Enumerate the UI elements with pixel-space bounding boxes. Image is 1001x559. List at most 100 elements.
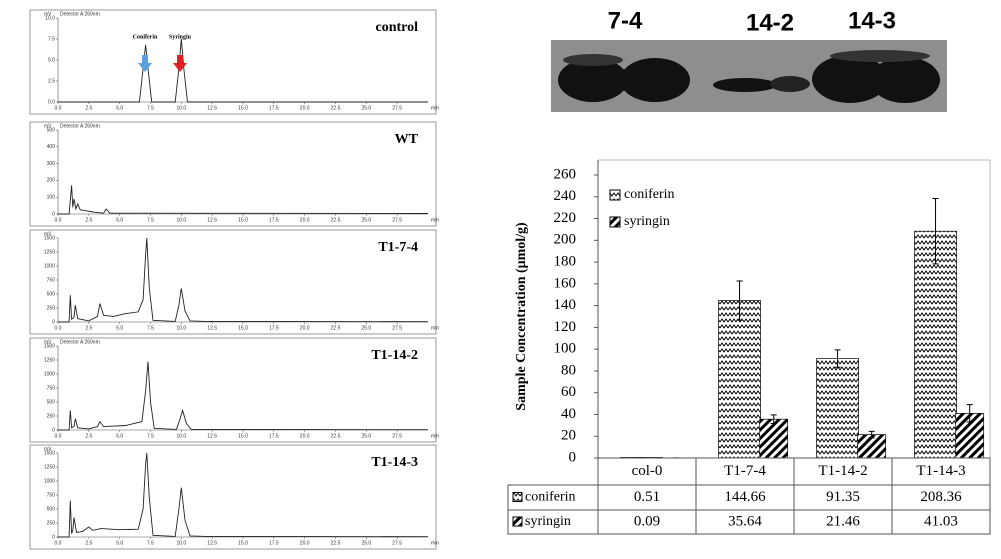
x-tick-label: 0.0 bbox=[55, 433, 62, 439]
y-tick-label: 240 bbox=[554, 188, 577, 204]
x-tick-label: 10.0 bbox=[176, 217, 186, 223]
x-axis-label: min bbox=[431, 540, 439, 546]
x-tick-label: 5.0 bbox=[116, 540, 123, 546]
panel-frame bbox=[30, 122, 436, 226]
bar bbox=[760, 419, 788, 458]
y-tick-label: 5.0 bbox=[48, 57, 55, 63]
blot-label: 14-3 bbox=[848, 7, 896, 34]
bar bbox=[817, 359, 859, 458]
y-tick-label: 20 bbox=[561, 428, 576, 444]
y-tick-label: 100 bbox=[554, 341, 577, 357]
x-tick-label: 15.0 bbox=[238, 325, 248, 331]
x-tick-label: 15.0 bbox=[238, 433, 248, 439]
x-tick-label: 10.0 bbox=[176, 433, 186, 439]
legend-key bbox=[610, 217, 620, 227]
table-value: 208.36 bbox=[920, 489, 962, 505]
x-tick-label: 17.5 bbox=[269, 105, 279, 111]
table-row-label: coniferin bbox=[525, 490, 576, 505]
x-tick-label: 2.5 bbox=[85, 105, 92, 111]
table-value: 0.51 bbox=[634, 489, 660, 505]
y-tick-label: 200 bbox=[554, 232, 577, 248]
y-tick-label: 750 bbox=[47, 277, 56, 283]
bar bbox=[719, 301, 761, 458]
x-tick-label: 20.0 bbox=[300, 105, 310, 111]
x-tick-label: 5.0 bbox=[116, 217, 123, 223]
x-tick-label: 5.0 bbox=[116, 105, 123, 111]
y-tick-label: 1250 bbox=[44, 249, 55, 255]
y-tick-label: 140 bbox=[554, 297, 577, 313]
x-tick-label: 2.5 bbox=[85, 217, 92, 223]
x-tick-label: 2.5 bbox=[85, 433, 92, 439]
x-tick-label: 17.5 bbox=[269, 325, 279, 331]
x-tick-label: 17.5 bbox=[269, 217, 279, 223]
y-tick-label: 300 bbox=[47, 161, 56, 167]
y-tick-label: 60 bbox=[561, 384, 576, 400]
y-tick-label: 500 bbox=[47, 506, 56, 512]
panel-title: control bbox=[375, 20, 418, 35]
x-tick-label: 15.0 bbox=[238, 217, 248, 223]
category-label: col-0 bbox=[632, 463, 663, 479]
y-tick-label: 1000 bbox=[44, 263, 55, 269]
x-tick-label: 25.0 bbox=[361, 433, 371, 439]
x-tick-label: 25.0 bbox=[361, 105, 371, 111]
x-tick-label: 2.5 bbox=[85, 325, 92, 331]
x-tick-label: 22.5 bbox=[331, 217, 341, 223]
x-tick-label: 22.5 bbox=[331, 540, 341, 546]
legend-key bbox=[610, 190, 620, 200]
y-tick-label: 0 bbox=[569, 449, 577, 465]
legend-label: coniferin bbox=[624, 187, 675, 202]
western-blot bbox=[551, 40, 947, 112]
y-tick-label: 1250 bbox=[44, 464, 55, 470]
x-tick-label: 12.5 bbox=[207, 325, 217, 331]
x-tick-label: 12.5 bbox=[207, 217, 217, 223]
y-tick-label: 400 bbox=[47, 144, 56, 150]
x-tick-label: 7.5 bbox=[147, 540, 154, 546]
y-tick-label: 750 bbox=[47, 385, 56, 391]
y-axis-label: mV bbox=[44, 339, 52, 345]
x-tick-label: 20.0 bbox=[300, 433, 310, 439]
x-tick-label: 0.0 bbox=[55, 325, 62, 331]
x-axis-label: min bbox=[431, 433, 439, 439]
x-tick-label: 22.5 bbox=[331, 325, 341, 331]
y-tick-label: 40 bbox=[561, 406, 576, 422]
table-value: 91.35 bbox=[826, 489, 860, 505]
x-tick-label: 12.5 bbox=[207, 433, 217, 439]
y-tick-label: 500 bbox=[47, 399, 56, 405]
y-tick-label: 250 bbox=[47, 305, 56, 311]
legend-key bbox=[513, 493, 522, 502]
y-axis-label: mV bbox=[44, 231, 52, 237]
x-tick-label: 12.5 bbox=[207, 540, 217, 546]
x-tick-label: 20.0 bbox=[300, 325, 310, 331]
y-tick-label: 260 bbox=[554, 166, 577, 182]
y-tick-label: 160 bbox=[554, 275, 577, 291]
x-tick-label: 0.0 bbox=[55, 540, 62, 546]
y-tick-label: 1250 bbox=[44, 357, 55, 363]
x-tick-label: 5.0 bbox=[116, 433, 123, 439]
panel-title: T1-14-3 bbox=[371, 455, 418, 470]
panel-title: T1-14-2 bbox=[371, 348, 418, 363]
peak-label: Syringin bbox=[169, 34, 192, 40]
category-label: T1-7-4 bbox=[724, 463, 766, 479]
x-tick-label: 27.5 bbox=[392, 105, 402, 111]
table-value: 0.09 bbox=[634, 513, 660, 529]
x-tick-label: 27.5 bbox=[392, 540, 402, 546]
x-tick-label: 7.5 bbox=[147, 217, 154, 223]
table-value: 35.64 bbox=[728, 513, 762, 529]
y-axis-label: mV bbox=[44, 123, 52, 129]
x-tick-label: 10.0 bbox=[176, 325, 186, 331]
panel-title: T1-7-4 bbox=[378, 240, 418, 255]
x-tick-label: 20.0 bbox=[300, 217, 310, 223]
y-axis-label: Sample Concentration (μmol/g) bbox=[514, 222, 529, 411]
x-tick-label: 25.0 bbox=[361, 540, 371, 546]
y-tick-label: 120 bbox=[554, 319, 577, 335]
y-tick-label: 7.5 bbox=[48, 36, 55, 42]
y-tick-label: 250 bbox=[47, 413, 56, 419]
x-tick-label: 0.0 bbox=[55, 105, 62, 111]
table-value: 41.03 bbox=[924, 513, 958, 529]
y-tick-label: 220 bbox=[554, 210, 577, 226]
x-tick-label: 7.5 bbox=[147, 433, 154, 439]
x-tick-label: 15.0 bbox=[238, 105, 248, 111]
category-label: T1-14-2 bbox=[818, 463, 867, 479]
x-tick-label: 20.0 bbox=[300, 540, 310, 546]
